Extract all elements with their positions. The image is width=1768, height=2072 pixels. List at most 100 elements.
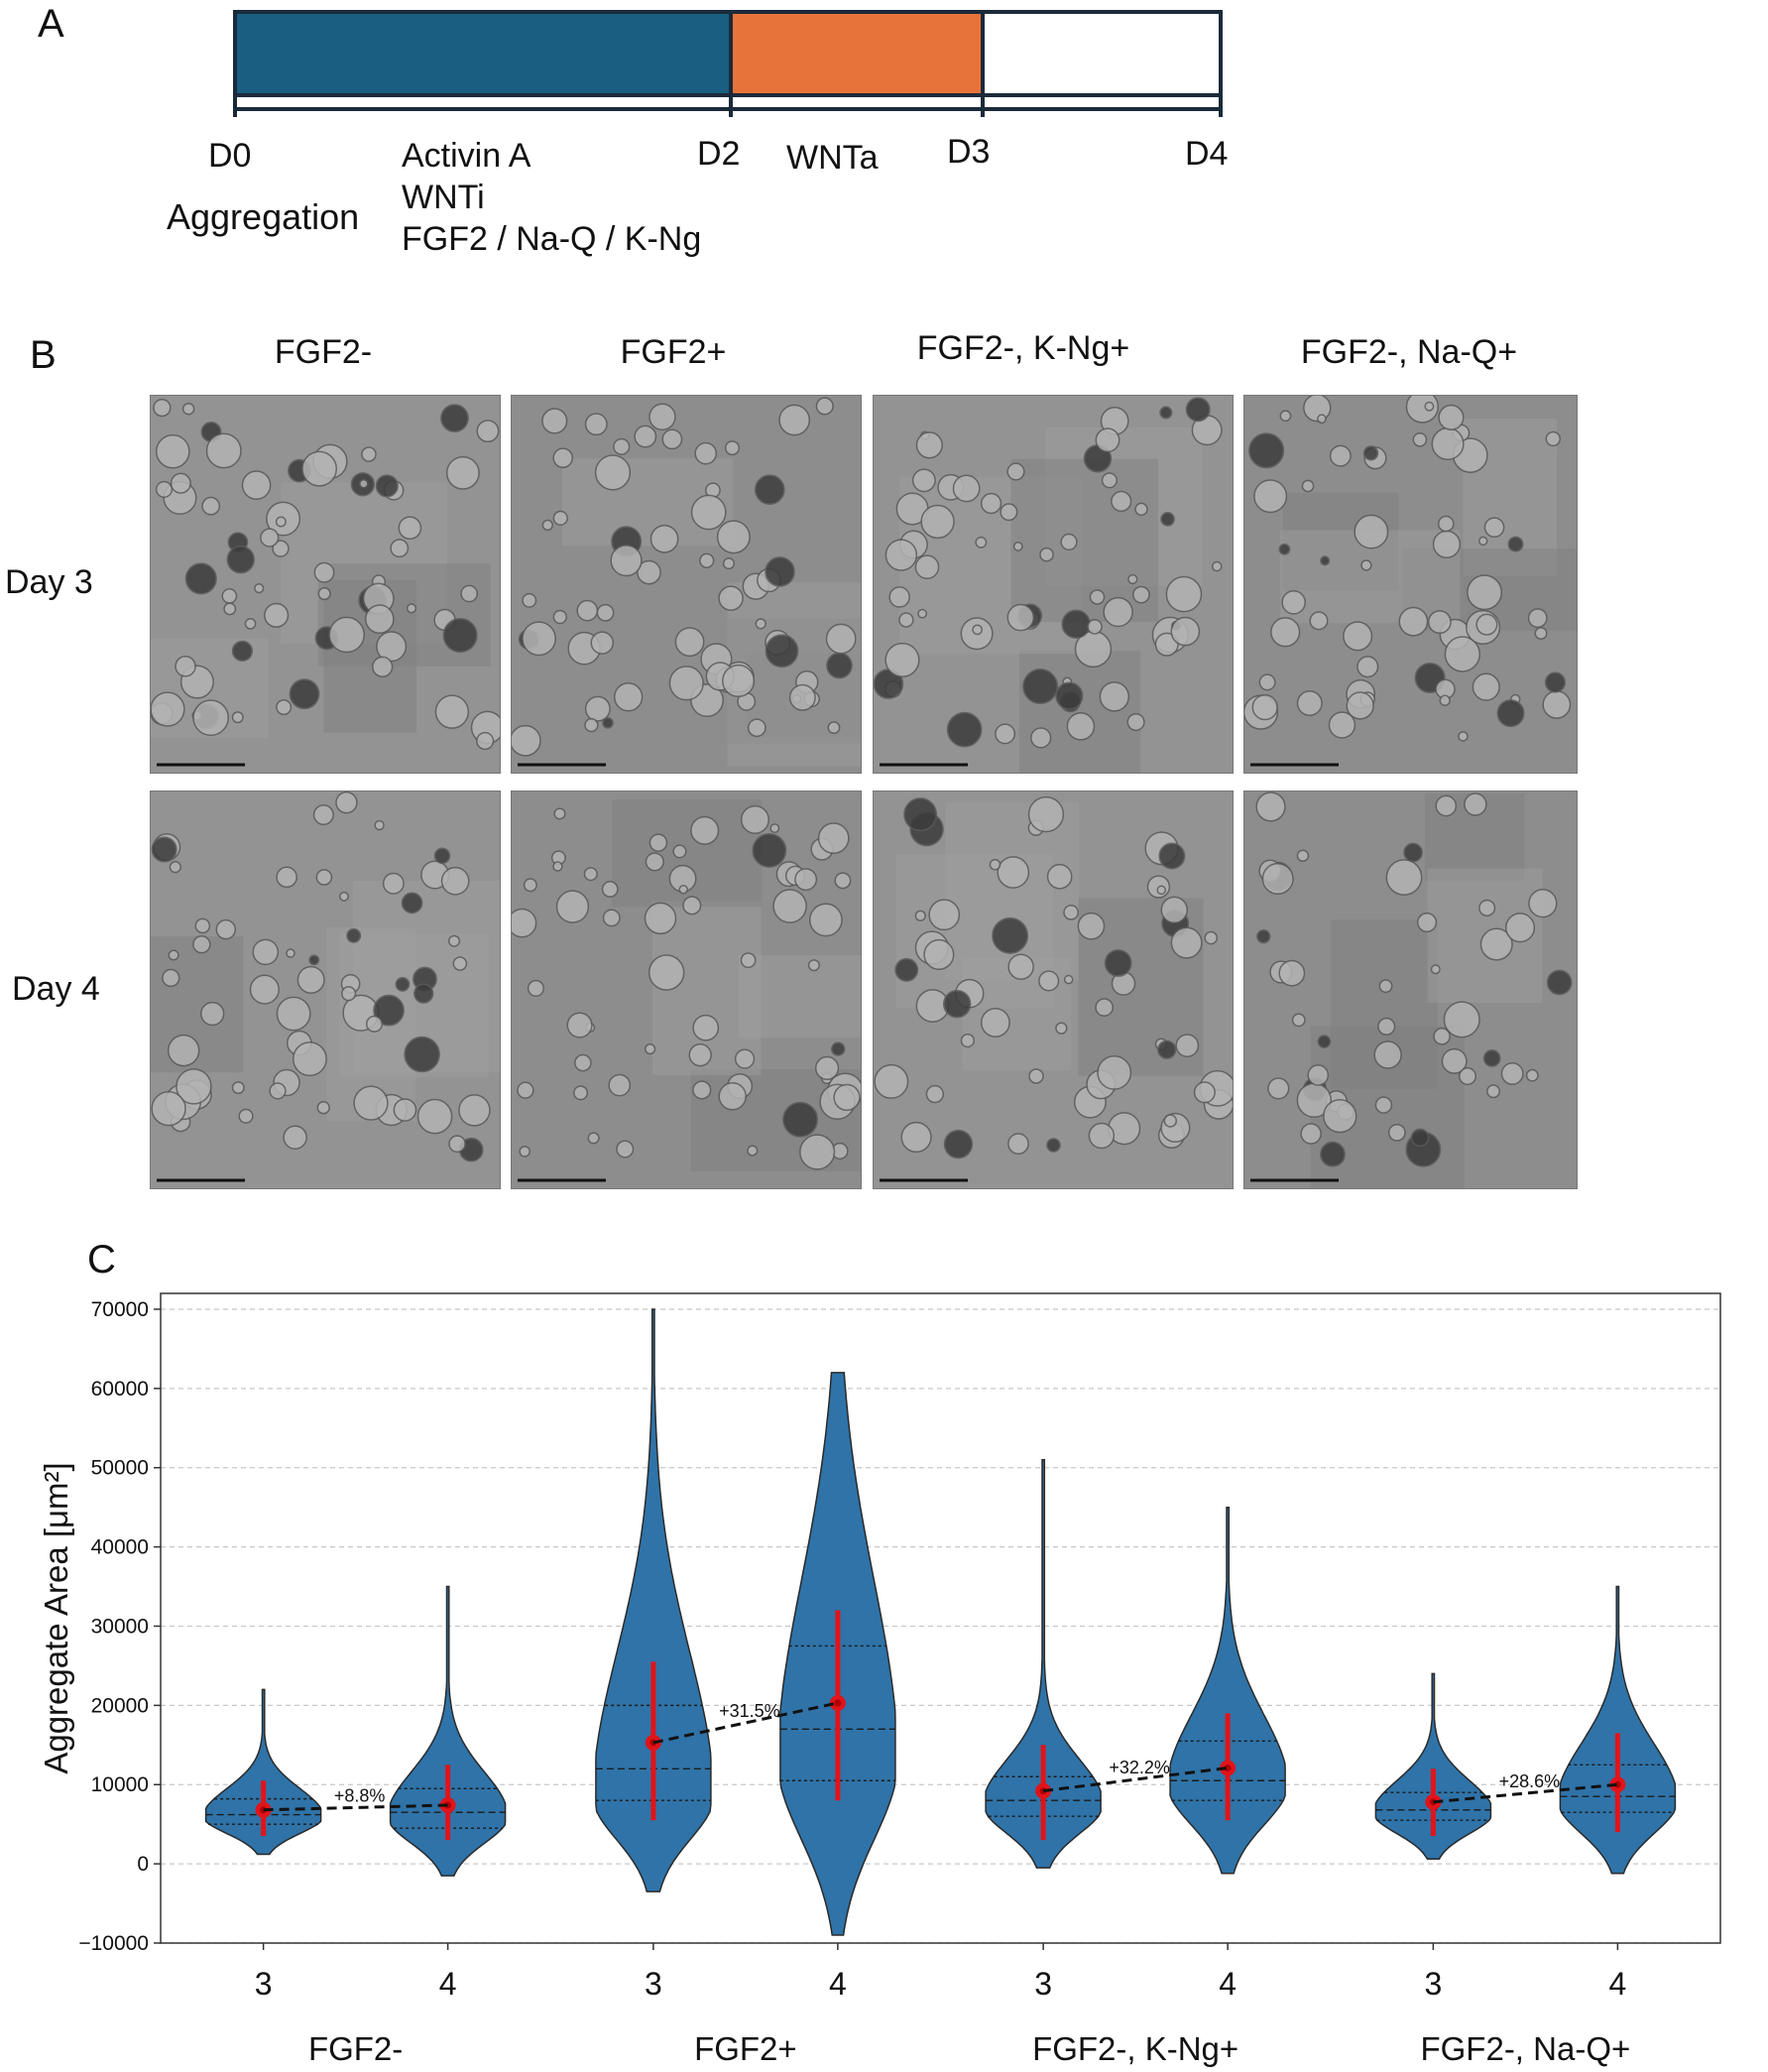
day-d3-label: D3	[947, 133, 991, 171]
cell-aggregate	[772, 889, 807, 923]
cell-aggregate	[1160, 896, 1189, 924]
cell-aggregate	[1006, 462, 1025, 481]
cell-aggregate	[1356, 656, 1379, 678]
cell-aggregate	[1170, 616, 1201, 647]
cell-aggregate	[1438, 404, 1465, 430]
cell-aggregate	[167, 1034, 200, 1067]
cell-aggregate	[1443, 1001, 1480, 1038]
micrograph-day3-fgf2-plus	[511, 395, 862, 774]
cell-aggregate	[1544, 671, 1567, 693]
cell-aggregate	[1027, 795, 1065, 833]
cell-aggregate	[447, 934, 461, 947]
cell-aggregate	[634, 425, 657, 448]
cell-aggregate	[1431, 427, 1465, 461]
cell-aggregate	[440, 866, 470, 896]
cell-aggregate	[1154, 632, 1179, 657]
timeline-bar	[233, 93, 1223, 111]
cell-aggregate	[740, 804, 769, 834]
micrograph-texture	[512, 792, 861, 1188]
cell-aggregate	[1270, 617, 1301, 648]
x-tick-label: 4	[829, 1966, 847, 2002]
mean-marker-center	[1613, 1780, 1621, 1788]
cell-aggregate	[1309, 611, 1329, 631]
cell-aggregate	[155, 480, 174, 499]
cell-aggregate	[975, 536, 988, 548]
cell-aggregate	[648, 954, 685, 991]
cell-aggregate	[1329, 444, 1352, 467]
mean-marker-center	[444, 1801, 452, 1809]
cell-aggregate	[920, 504, 955, 540]
cell-aggregate	[898, 612, 914, 628]
group-label: FGF2+	[694, 2030, 797, 2067]
cell-aggregate	[1441, 1047, 1468, 1074]
mean-marker-center	[1429, 1798, 1437, 1806]
cell-aggregate	[1378, 979, 1393, 994]
cell-aggregate	[688, 1042, 712, 1067]
cell-aggregate	[1261, 862, 1294, 896]
phase-activin-wnti	[233, 10, 733, 97]
cell-aggregate	[584, 695, 611, 722]
cell-aggregate	[527, 979, 545, 998]
cell-aggregate	[1435, 794, 1458, 817]
cell-aggregate	[831, 1041, 846, 1056]
cell-aggregate	[276, 699, 293, 716]
cell-aggregate	[552, 861, 563, 872]
cell-aggregate	[316, 1100, 330, 1115]
cell-aggregate	[960, 1033, 975, 1048]
cell-aggregate	[769, 823, 780, 834]
cell-aggregate	[917, 608, 928, 619]
cell-aggregate	[923, 938, 955, 971]
micrograph-day4-fgf2-plus	[511, 791, 862, 1189]
cell-aggregate	[1546, 969, 1573, 996]
day-d0-label: D0	[208, 137, 252, 175]
cell-aggregate	[476, 731, 495, 751]
cell-aggregate	[644, 1042, 656, 1055]
cell-aggregate	[574, 1053, 592, 1072]
cell-aggregate	[440, 404, 469, 432]
cell-aggregate	[315, 869, 333, 886]
cell-aggregate	[1296, 849, 1310, 863]
cell-aggregate	[1467, 574, 1503, 611]
cell-aggregate	[718, 1082, 747, 1111]
percent-change-label: +32.2%	[1109, 1758, 1170, 1777]
violin-body	[985, 1458, 1102, 1869]
cell-aggregate	[1439, 694, 1451, 706]
cell-aggregate	[573, 1085, 589, 1101]
cell-aggregate	[226, 545, 255, 574]
cell-aggregate	[1159, 406, 1173, 420]
cell-aggregate	[884, 539, 918, 571]
cell-aggregate	[1387, 1123, 1406, 1142]
cell-aggregate	[283, 1125, 307, 1150]
cell-aggregate	[1343, 621, 1373, 652]
cell-aggregate	[223, 602, 237, 616]
cell-aggregate	[335, 792, 358, 814]
cell-aggregate	[692, 1014, 720, 1041]
cell-aggregate	[1374, 1096, 1393, 1114]
cell-aggregate	[814, 1055, 840, 1081]
cell-aggregate	[1427, 610, 1452, 635]
cell-aggregate	[1055, 1022, 1068, 1035]
cell-aggregate	[238, 1108, 254, 1124]
cell-aggregate	[1377, 1017, 1396, 1036]
y-tick-label: 10000	[91, 1773, 149, 1796]
cell-aggregate	[1211, 560, 1223, 572]
cell-aggregate	[340, 986, 357, 1002]
cell-aggregate	[601, 881, 619, 898]
cell-aggregate	[292, 1041, 327, 1077]
micrograph-texture	[151, 792, 500, 1188]
cell-aggregate	[552, 447, 574, 468]
cell-aggregate	[1373, 1040, 1402, 1069]
cell-aggregate	[690, 494, 727, 531]
cell-aggregate	[1346, 691, 1374, 720]
x-tick-label: 3	[1034, 1966, 1052, 2002]
cell-aggregate	[1479, 927, 1513, 961]
cell-aggregate	[1248, 432, 1285, 469]
cell-aggregate	[778, 404, 811, 436]
cell-aggregate	[175, 656, 196, 677]
cell-aggregate	[458, 1094, 491, 1127]
cell-aggregate	[1432, 530, 1462, 558]
cell-aggregate	[900, 1121, 932, 1154]
cell-aggregate	[989, 858, 1002, 871]
cell-aggregate	[1398, 606, 1429, 637]
column-header-fgf2-minus: FGF2-	[274, 333, 373, 371]
